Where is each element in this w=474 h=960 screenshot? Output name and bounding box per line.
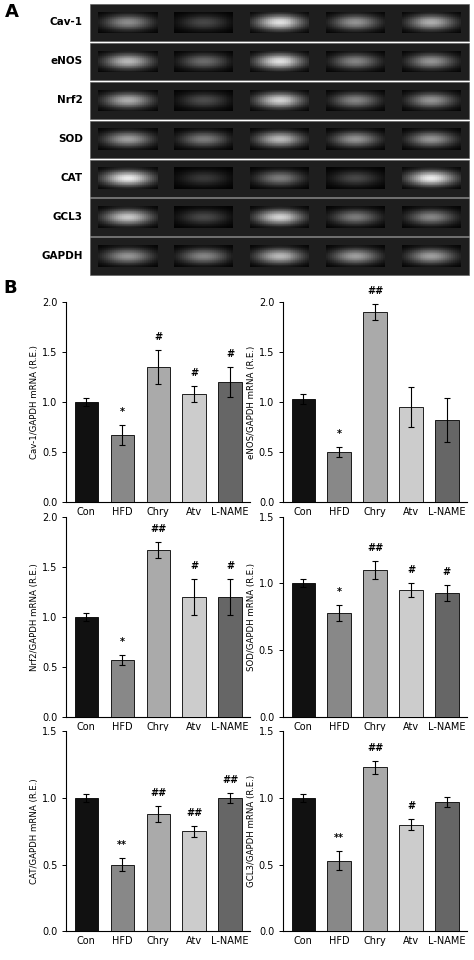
Bar [364,767,387,931]
Text: eNOS: eNOS [51,57,83,66]
Text: #: # [226,349,234,359]
Text: *: * [337,587,342,597]
Bar [399,590,423,717]
Bar [110,660,134,717]
Bar [146,368,170,502]
Bar [292,584,315,717]
Text: HFD: HFD [184,769,204,779]
Bar [110,865,134,931]
Text: #: # [190,369,198,378]
Text: ##: ## [222,775,238,784]
Text: HFD: HFD [401,555,421,564]
Text: B: B [4,279,18,297]
Text: Cav-1: Cav-1 [50,17,83,27]
Bar [90,159,469,197]
Bar [435,420,458,502]
Text: ##: ## [150,524,166,534]
Bar [90,237,469,275]
Text: ##: ## [150,788,166,798]
Bar [219,597,242,717]
Bar [90,42,469,80]
Text: #: # [226,561,234,571]
Bar [328,860,351,931]
Y-axis label: GCL3/GAPDH mRNA (R.E.): GCL3/GAPDH mRNA (R.E.) [247,775,256,887]
Text: SOD: SOD [58,134,83,144]
Bar [182,831,206,931]
Y-axis label: Nrf2/GAPDH mRNA (R.E.): Nrf2/GAPDH mRNA (R.E.) [30,563,39,671]
Bar [75,402,98,502]
Text: A: A [5,3,18,21]
Text: GCL3: GCL3 [53,212,83,222]
Bar [435,802,458,931]
Bar [110,436,134,502]
Y-axis label: Cav-1/GAPDH mRNA (R.E.): Cav-1/GAPDH mRNA (R.E.) [30,346,39,459]
Bar [364,312,387,502]
Bar [219,382,242,502]
Text: #: # [407,565,415,575]
Bar [90,121,469,157]
Text: #: # [407,802,415,811]
Bar [146,550,170,717]
Text: #: # [190,561,198,571]
Bar [75,617,98,717]
Bar [292,399,315,502]
Text: *: * [120,407,125,418]
Text: HFD: HFD [184,555,204,564]
Bar [364,570,387,717]
Bar [146,814,170,931]
Bar [182,597,206,717]
Text: CAT: CAT [61,173,83,183]
Bar [90,82,469,119]
Text: #: # [443,566,451,577]
Bar [75,798,98,931]
Text: #: # [154,332,162,343]
Text: ##: ## [367,742,383,753]
Y-axis label: eNOS/GAPDH mRNA (R.E.): eNOS/GAPDH mRNA (R.E.) [247,346,256,459]
Text: ##: ## [367,542,383,553]
Bar [399,407,423,502]
Text: ##: ## [186,808,202,818]
Text: HFD: HFD [401,769,421,779]
Bar [292,798,315,931]
Text: GAPDH: GAPDH [41,252,83,261]
Text: *: * [337,429,342,440]
Bar [182,395,206,502]
Text: **: ** [334,833,344,843]
Y-axis label: CAT/GAPDH mRNA (R.E.): CAT/GAPDH mRNA (R.E.) [30,779,39,884]
Bar [90,4,469,41]
Text: Nrf2: Nrf2 [57,95,83,106]
Bar [399,825,423,931]
Bar [90,199,469,236]
Bar [435,593,458,717]
Bar [328,612,351,717]
Text: *: * [120,636,125,647]
Bar [328,452,351,502]
Y-axis label: SOD/GAPDH mRNA (R.E.): SOD/GAPDH mRNA (R.E.) [247,563,256,671]
Bar [219,798,242,931]
Text: ##: ## [367,286,383,297]
Text: **: ** [117,840,128,850]
